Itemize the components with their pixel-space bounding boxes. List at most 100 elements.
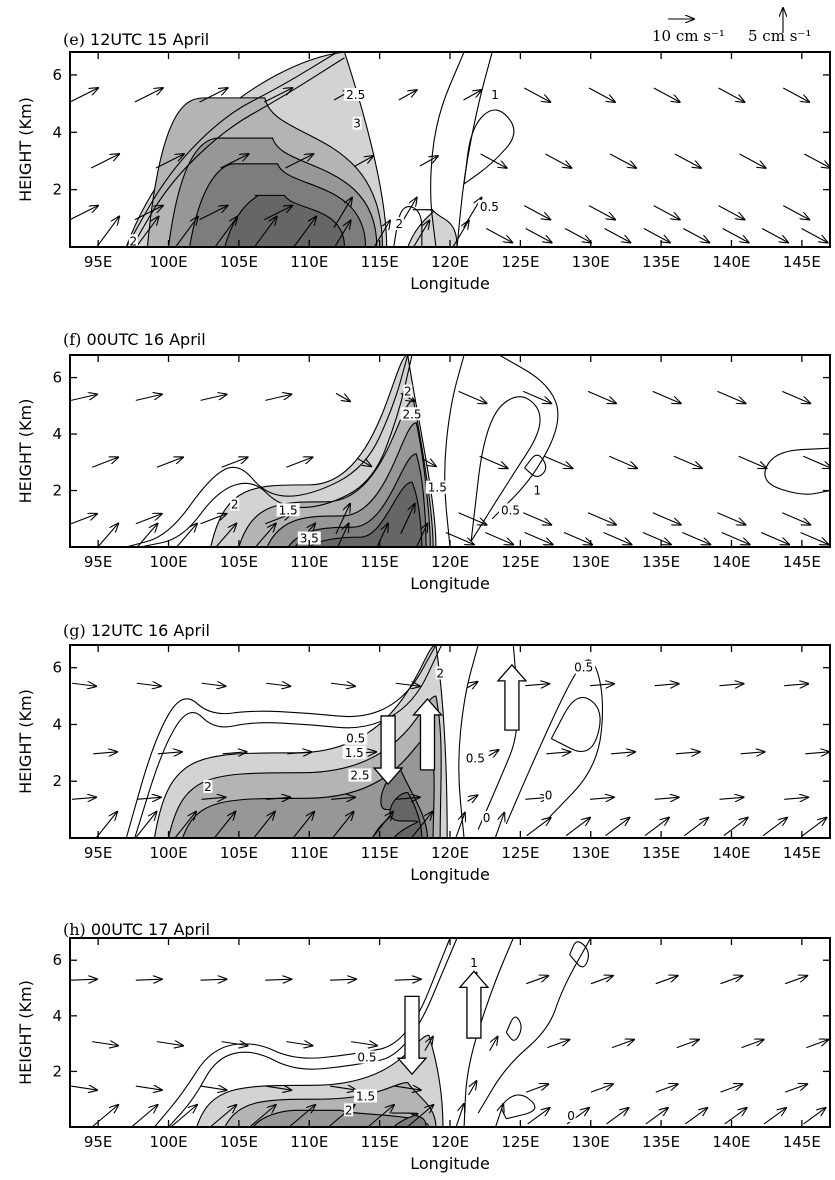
wind-vector — [738, 455, 767, 468]
wind-vector — [588, 205, 615, 220]
contour-label: 2 — [404, 385, 412, 399]
contour-label-bg — [344, 88, 368, 102]
wind-vector — [782, 205, 809, 220]
wind-vector — [135, 217, 159, 247]
wind-vector — [285, 154, 313, 169]
wind-vector — [803, 455, 830, 468]
y-axis-label: HEIGHT (Km) — [16, 97, 35, 202]
wind-vector — [605, 818, 629, 837]
contour-line — [444, 355, 465, 547]
wind-vector — [351, 1042, 377, 1046]
wind-vectors — [70, 87, 830, 247]
y-tick-label: 4 — [52, 425, 62, 443]
contour-label-bg — [394, 217, 404, 231]
wind-vector — [590, 1084, 613, 1093]
wind-vector — [603, 532, 631, 545]
wind-vector — [200, 1086, 227, 1090]
wind-vector — [608, 455, 637, 468]
wind-vector — [70, 88, 98, 103]
wind-vector — [201, 797, 226, 799]
contour-label: 2 — [345, 1103, 353, 1117]
wind-vector — [719, 684, 743, 686]
x-tick-label: 135E — [642, 553, 680, 571]
wind-vector — [588, 87, 615, 102]
x-tick-label: 125E — [501, 844, 539, 862]
y-tick-label: 2 — [52, 181, 62, 199]
wind-vector — [524, 532, 553, 545]
wind-vector — [253, 812, 275, 838]
wind-vector — [155, 154, 184, 169]
x-tick-label: 115E — [361, 553, 399, 571]
panel-6: (f) 00UTC 16 April 2 2.5 1.5 1 0.5 2 1.5 3.5 95E 1… — [16, 330, 831, 593]
contour-label-bg — [342, 745, 366, 759]
x-axis-label: Longitude — [410, 574, 490, 593]
wind-vector — [675, 752, 700, 754]
contour-label: 1.5 — [345, 746, 364, 760]
wind-vector — [293, 217, 316, 247]
wind-vector — [546, 752, 570, 754]
contour-line — [134, 645, 443, 838]
wind-vector — [134, 206, 163, 221]
wind-vector — [199, 88, 228, 103]
wind-vector — [485, 228, 512, 243]
contour-line — [524, 454, 547, 477]
contour-line — [456, 52, 493, 247]
wind-vector — [424, 1037, 433, 1051]
wind-vector — [419, 156, 438, 167]
wind-vector — [156, 1042, 183, 1046]
wind-vector — [523, 390, 551, 403]
wind-vector — [721, 532, 750, 545]
wind-vector — [643, 228, 670, 243]
wind-vector — [741, 1040, 764, 1049]
wind-vector — [264, 88, 292, 103]
contour-label: 1 — [470, 956, 478, 970]
contour-label-bg — [128, 234, 138, 248]
big-arrow-up — [458, 970, 490, 1039]
y-tick-label: 2 — [52, 482, 62, 500]
wind-vector — [97, 524, 118, 547]
contour-label-bg — [348, 768, 372, 782]
contour-label-bg — [572, 660, 596, 674]
x-tick-label: 110E — [290, 844, 328, 862]
wind-vector — [287, 752, 311, 754]
wind-vector — [458, 512, 487, 525]
wind-vector — [131, 1105, 158, 1127]
shading-level-4-region — [389, 792, 423, 838]
wind-vector — [330, 797, 355, 799]
wind-vector — [719, 797, 743, 799]
contour-label: 0.5 — [357, 1051, 376, 1065]
x-tick-label: 95E — [84, 1133, 113, 1151]
y-axis-label: HEIGHT (Km) — [16, 689, 35, 794]
contour-label-bg — [425, 480, 449, 494]
wind-vector — [784, 684, 808, 686]
panel-title: (f) 00UTC 16 April — [63, 330, 206, 349]
x-tick-label: 110E — [290, 1133, 328, 1151]
wind-vector — [589, 684, 614, 686]
wind-vector — [740, 752, 765, 754]
wind-vector — [611, 752, 635, 754]
x-tick-label: 130E — [572, 553, 610, 571]
panel-title: (e) 12UTC 15 April — [63, 30, 209, 49]
contour-label: 0.5 — [346, 732, 365, 746]
wind-vector — [134, 88, 163, 103]
x-tick-label: 110E — [290, 253, 328, 271]
wind-vector — [455, 1104, 464, 1127]
wind-vector — [485, 532, 513, 545]
x-tick-label: 135E — [642, 844, 680, 862]
wind-vector — [395, 683, 420, 686]
wind-vector — [782, 87, 809, 102]
contour-label: 0.5 — [480, 200, 499, 214]
contour-line — [154, 938, 451, 1127]
y-axis-label: HEIGHT (Km) — [16, 399, 35, 504]
wind-vector — [468, 1081, 477, 1096]
x-tick-label: 105E — [220, 553, 258, 571]
wind-vector — [527, 1108, 550, 1125]
x-tick-label: 115E — [361, 1133, 399, 1151]
wind-vector — [90, 154, 119, 169]
wind-vector — [762, 818, 787, 837]
contour-line — [463, 109, 515, 185]
x-tick-label: 120E — [431, 253, 469, 271]
wind-vector — [652, 512, 681, 525]
wind-vector — [526, 1084, 548, 1093]
wind-vector — [91, 457, 118, 468]
